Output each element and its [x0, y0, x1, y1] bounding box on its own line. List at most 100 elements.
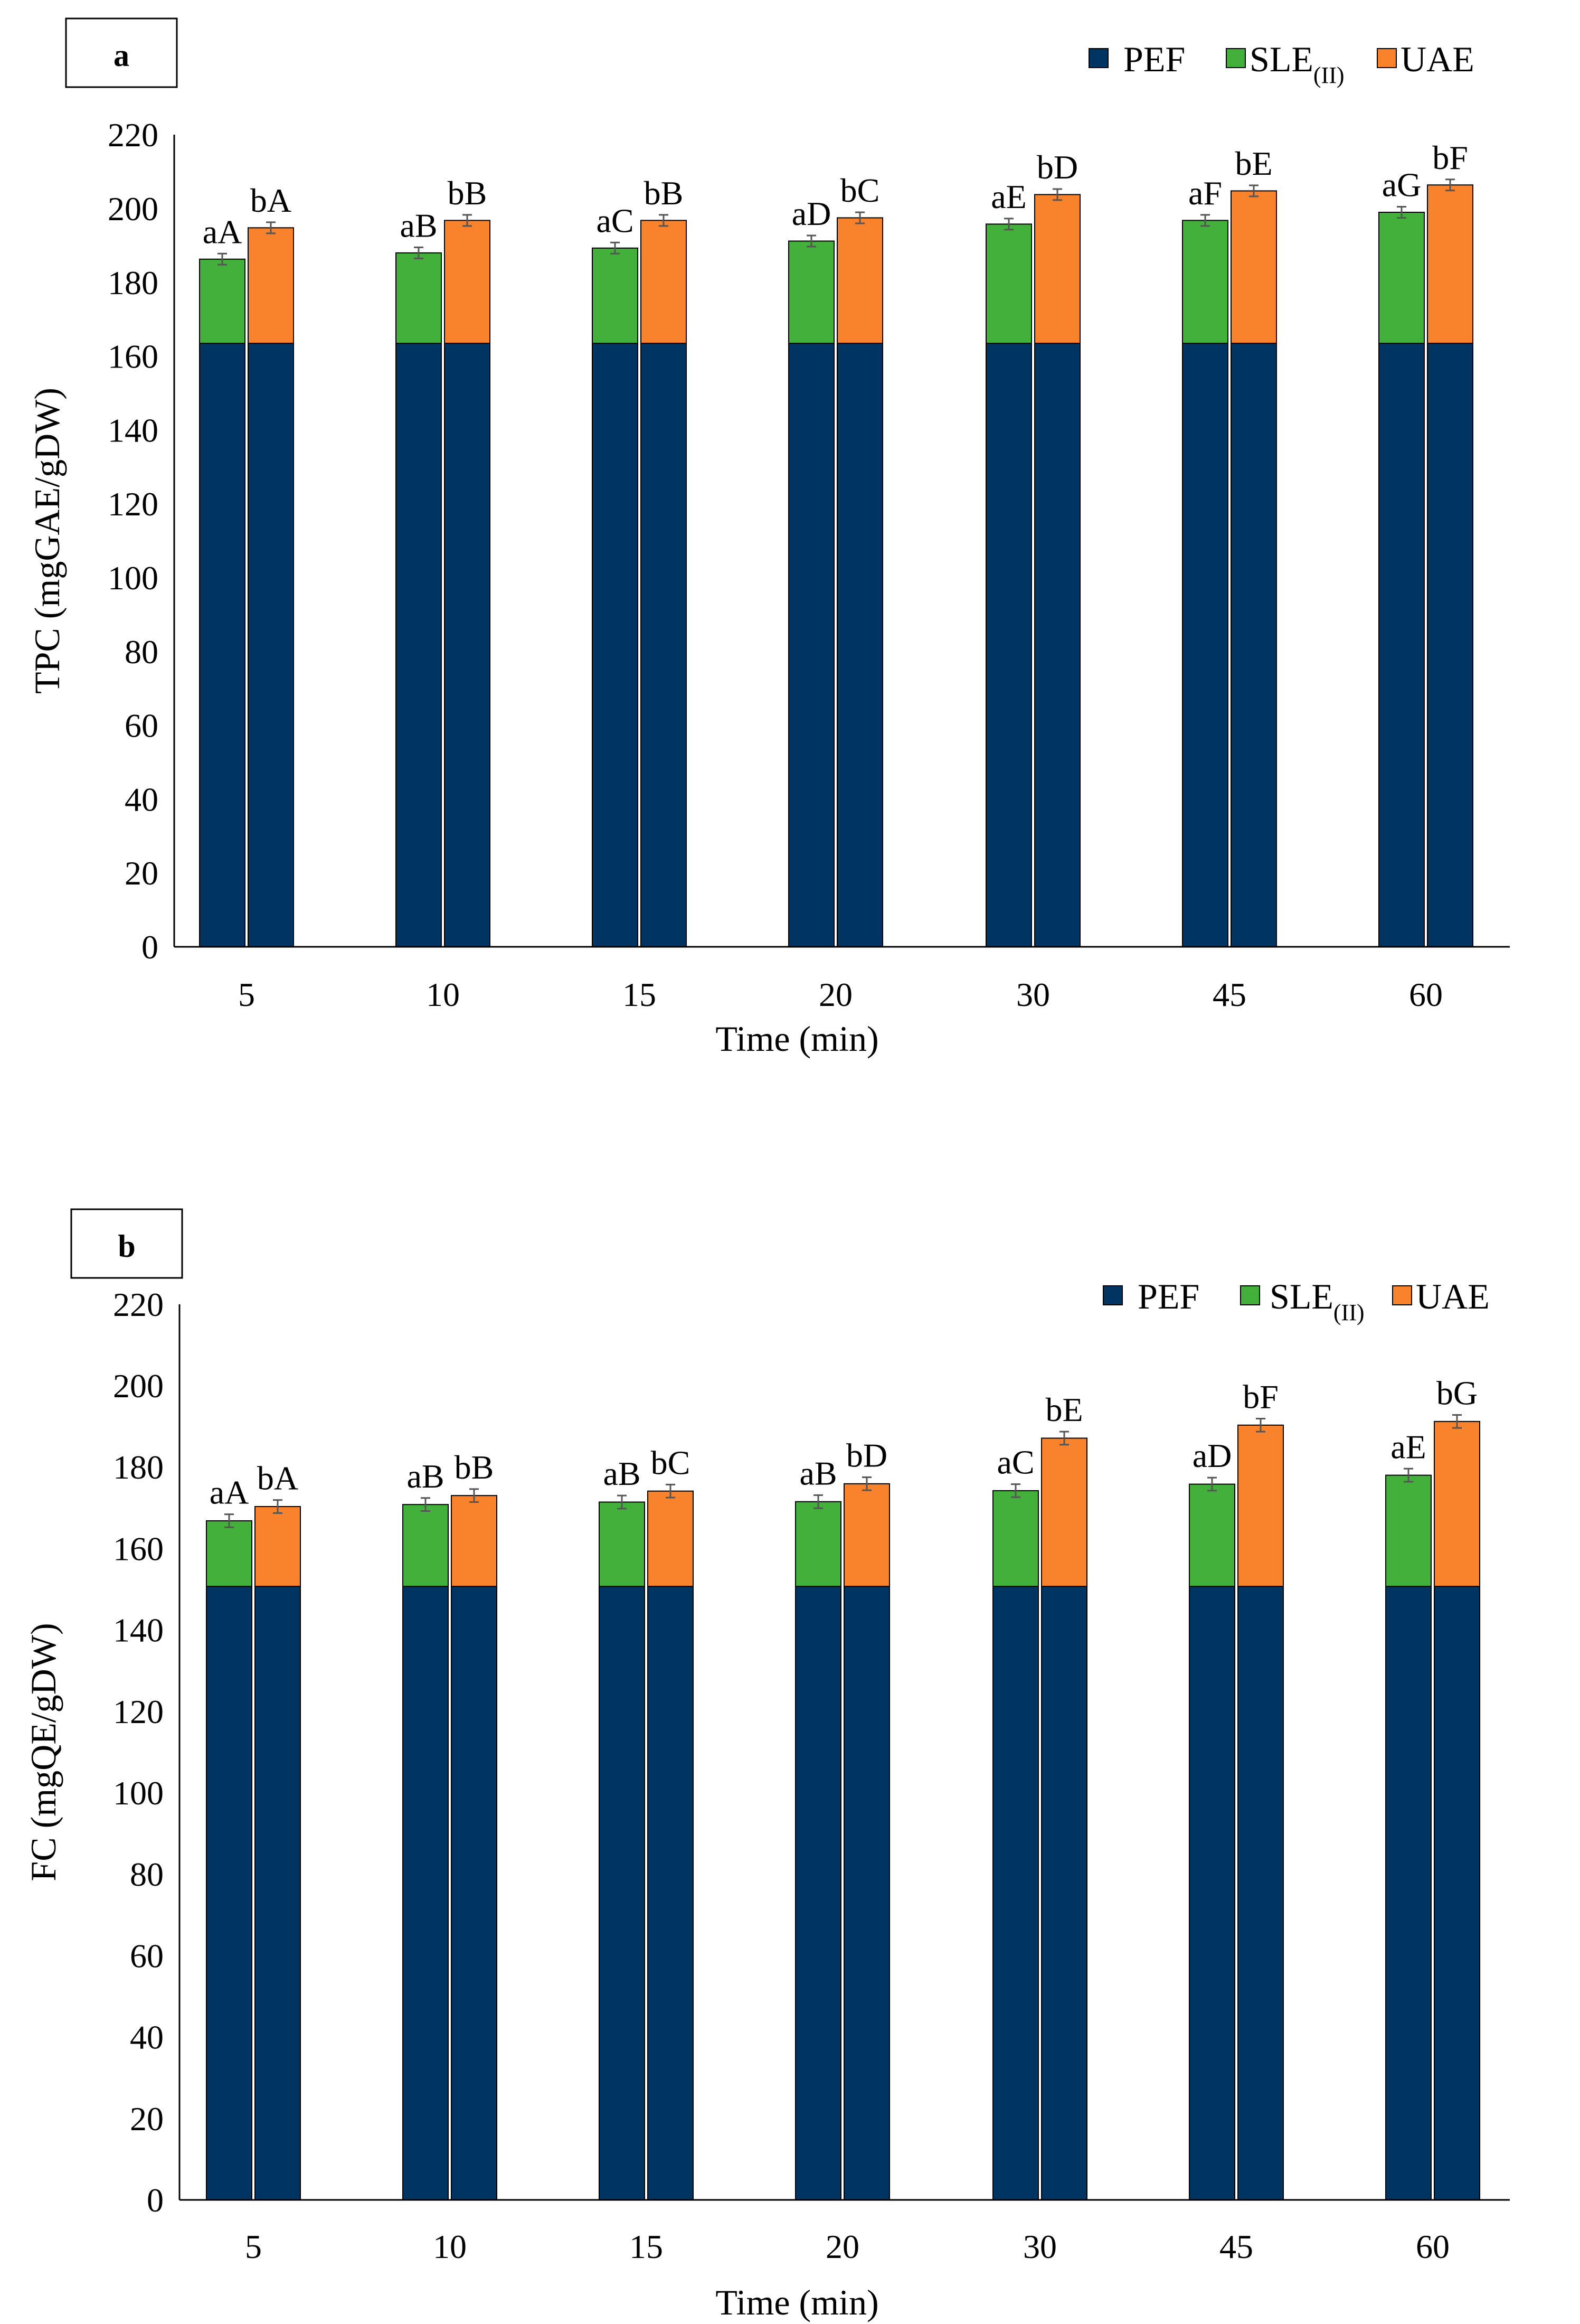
- panel-a-y-tick-label: 120: [108, 485, 158, 523]
- panel-b-error-bar-uae-30: [1059, 1431, 1069, 1446]
- panel-a-y-axis-title: TPC (mgGAE/gDW): [27, 388, 67, 694]
- panel-b-x-tick-label: 10: [433, 2228, 467, 2265]
- panel-b-y-axis-title: FC (mgQE/gDW): [23, 1623, 63, 1881]
- panel-a-error-bar-uae-30: [1053, 188, 1062, 201]
- panel-b-y-tick-label: 180: [113, 1448, 164, 1486]
- panel-a-legend-label-sle: SLE(II): [1250, 39, 1345, 88]
- panel-a-error-bar-sle-20: [807, 234, 816, 248]
- panel-b-bar-pef-10-uae: [451, 1586, 497, 2200]
- panel-a-bar-label: aC: [596, 202, 633, 239]
- panel-b-bar-label: aB: [603, 1455, 640, 1492]
- panel-a-bar-label: aF: [1188, 174, 1222, 212]
- panel-a-y-tick-label: 40: [125, 780, 158, 818]
- panel-b-bar-uae-60: [1434, 1420, 1480, 1587]
- panel-b-bar-sle-5: [206, 1520, 252, 1587]
- panel-b-y-tick-label: 160: [113, 1530, 164, 1567]
- panel-b-bar-sle-45: [1189, 1483, 1235, 1587]
- panel-a-legend-label-pef: PEF: [1123, 39, 1185, 79]
- panel-a-error-bar-uae-45: [1249, 184, 1259, 197]
- panel-b-legend-sle-name: SLE: [1270, 1276, 1333, 1316]
- panel-b-y-tick-label: 120: [113, 1693, 164, 1730]
- panel-a-legend: PEF SLE(II) UAE: [1089, 39, 1474, 88]
- panel-a-bar-label: aE: [991, 178, 1027, 215]
- panel-b-x-tick-label: 60: [1416, 2228, 1450, 2265]
- panel-b-bar-pef-60-uae: [1434, 1586, 1480, 2200]
- panel-a-error-bar-sle-30: [1004, 218, 1014, 231]
- panel-a-bar-label: aD: [792, 195, 831, 232]
- panel-b-bar-pef-5-sle: [206, 1586, 252, 2200]
- panel-b-bar-uae-5: [254, 1506, 301, 1587]
- panel-a-bar-pef-5-sle: [199, 343, 245, 947]
- panel-b-y-tick-label: 60: [130, 1937, 164, 1974]
- panel-a-bar-label: bB: [448, 174, 487, 212]
- panel-a-bar-pef-15-uae: [640, 343, 687, 947]
- panel-a-x-tick-label: 20: [819, 976, 853, 1013]
- panel-a-bar-sle-45: [1182, 220, 1228, 344]
- panel-b-error-bar-sle-20: [813, 1494, 823, 1509]
- panel-a-x-tick-label: 15: [622, 976, 656, 1013]
- panel-a-x-tick-label: 30: [1016, 976, 1050, 1013]
- panel-b-x-tick-label: 30: [1023, 2228, 1057, 2265]
- panel-a-bar-pef-60-uae: [1427, 343, 1473, 947]
- panel-b-legend-swatch-uae: [1392, 1285, 1412, 1305]
- panel-a-bar-pef-20-sle: [788, 343, 835, 947]
- panel-a-bar-uae-10: [444, 220, 490, 344]
- panel-b-error-bar-uae-15: [666, 1483, 675, 1499]
- panel-a-error-bar-sle-10: [414, 246, 423, 259]
- panel-b-bar-pef-15-sle: [599, 1586, 645, 2200]
- panel-a-error-bars: [217, 178, 1455, 266]
- panel-a-x-tick-label: 5: [238, 976, 255, 1013]
- panel-a-bar-pef-10-uae: [444, 343, 490, 947]
- panel-b-bar-uae-20: [844, 1483, 890, 1587]
- panel-a-y-tick-label: 60: [125, 707, 158, 745]
- panel-b-x-tick-label: 45: [1219, 2228, 1253, 2265]
- panel-a-error-bar-sle-60: [1397, 206, 1406, 219]
- panel-a-bar-uae-20: [837, 217, 883, 344]
- panel-b-bars: [206, 1420, 1480, 2200]
- panel-b-y-tick-label: 0: [147, 2181, 164, 2219]
- panel-b-bar-label: bD: [846, 1436, 887, 1474]
- panel-a-error-bar-uae-10: [462, 214, 472, 227]
- panel-b-bar-pef-45-uae: [1237, 1586, 1284, 2200]
- panel-b-bar-label: aA: [210, 1474, 249, 1511]
- panel-b-y-ticks: 0 20 40 60 80 100 120 140 160 180 200 220: [113, 1286, 164, 2219]
- panel-b-error-bar-uae-20: [862, 1476, 872, 1491]
- panel-a-bars: [199, 184, 1473, 947]
- panel-b-bar-label: bF: [1243, 1378, 1279, 1415]
- panel-a-legend-swatch-pef: [1089, 48, 1109, 68]
- panel-b-legend: PEF SLE(II) UAE: [1103, 1276, 1490, 1325]
- panel-b-error-bar-sle-60: [1404, 1467, 1413, 1483]
- panel-b-error-bar-sle-30: [1011, 1483, 1020, 1498]
- panel-a-bar-sle-20: [788, 240, 835, 344]
- panel-a-legend-swatch-uae: [1377, 48, 1397, 68]
- panel-a-label: a: [113, 38, 129, 73]
- panel-a-bar-label: bD: [1037, 148, 1078, 186]
- panel-a-x-tick-label: 10: [426, 976, 460, 1013]
- panel-a-error-bar-sle-15: [610, 241, 620, 255]
- panel-b-y-tick-label: 100: [113, 1774, 164, 1812]
- panel-b-bar-uae-45: [1237, 1424, 1284, 1587]
- panel-b-bar-sle-10: [402, 1504, 449, 1587]
- panel-b-y-tick-label: 220: [113, 1286, 164, 1323]
- panel-a-bar-pef-15-sle: [592, 343, 638, 947]
- panel-a-legend-sle-sub: (II): [1313, 62, 1345, 88]
- panel-b-bar-sle-30: [992, 1490, 1039, 1587]
- panel-b-x-ticks: 5 10 15 20 30 45 60: [245, 2228, 1450, 2265]
- panel-b-bar-pef-10-sle: [402, 1586, 449, 2200]
- panel-b-error-bar-sle-45: [1207, 1476, 1217, 1492]
- panel-b-bar-label: bG: [1436, 1375, 1478, 1412]
- panel-b-y-tick-label: 80: [130, 1856, 164, 1893]
- panel-b-error-bar-uae-5: [273, 1499, 282, 1514]
- panel-a-legend-label-uae: UAE: [1401, 39, 1474, 79]
- panel-b-bar-label: bE: [1045, 1391, 1083, 1428]
- panel-a-y-tick-label: 140: [108, 411, 158, 449]
- panel-a-y-tick-label: 20: [125, 854, 158, 892]
- panel-a-bar-pef-45-uae: [1231, 343, 1277, 947]
- chart-panel-a: a PEF SLE(II) UAE 0 20 40 60 80 100 120 140 160 1…: [27, 17, 1510, 1059]
- panel-a-error-bar-sle-5: [217, 252, 227, 266]
- panel-b-y-tick-label: 40: [130, 2019, 164, 2056]
- panel-b-error-bar-uae-60: [1452, 1414, 1462, 1429]
- panel-a-bar-sle-10: [395, 252, 442, 344]
